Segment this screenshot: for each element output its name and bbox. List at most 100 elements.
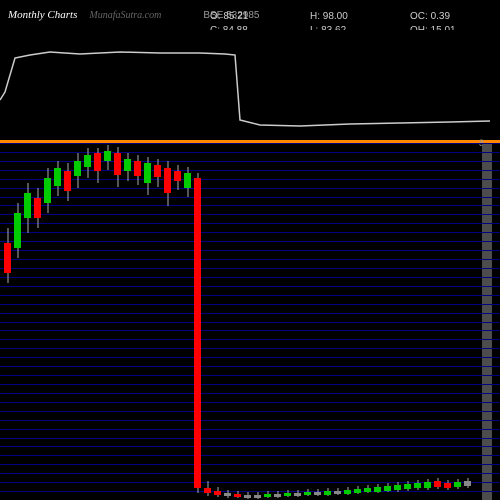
candle-body [194, 178, 201, 488]
candle-body [64, 171, 71, 191]
candle-body [464, 481, 471, 486]
candle-body [254, 495, 261, 498]
candle [164, 143, 171, 500]
candle [354, 143, 361, 500]
candle-body [244, 495, 251, 498]
candle-body [294, 493, 301, 496]
candle-body [184, 173, 191, 188]
candle-body [164, 168, 171, 193]
candle [64, 143, 71, 500]
candle-body [264, 494, 271, 497]
candle-body [224, 493, 231, 496]
candle [174, 143, 181, 500]
candle [274, 143, 281, 500]
candle [464, 143, 471, 500]
candle [304, 143, 311, 500]
candle [454, 143, 461, 500]
candle [444, 143, 451, 500]
candle [184, 143, 191, 500]
candle-body [84, 155, 91, 167]
candle [384, 143, 391, 500]
candle [114, 143, 121, 500]
candle [24, 143, 31, 500]
ohlc-open: O: 85.21 [210, 10, 270, 24]
candle [394, 143, 401, 500]
candle-body [54, 168, 61, 186]
candle [124, 143, 131, 500]
candle-body [274, 494, 281, 497]
candle [334, 143, 341, 500]
candle-body [384, 486, 391, 491]
candle [434, 143, 441, 500]
candle [374, 143, 381, 500]
candle [294, 143, 301, 500]
candle [284, 143, 291, 500]
candle-body [74, 161, 81, 176]
candle-body [154, 165, 161, 177]
candle-body [394, 485, 401, 490]
candle [194, 143, 201, 500]
candlestick-chart [0, 143, 500, 500]
candle [314, 143, 321, 500]
candle [244, 143, 251, 500]
chart-title: Monthly Charts [8, 9, 77, 21]
candle-body [454, 482, 461, 487]
candle-body [24, 193, 31, 218]
candle-body [234, 494, 241, 497]
candle-body [94, 153, 101, 171]
candle-body [404, 484, 411, 489]
ohlc-oc: OC: 0.39 [410, 10, 470, 24]
candle-body [214, 491, 221, 495]
candle-body [364, 488, 371, 492]
candle [214, 143, 221, 500]
candle [234, 143, 241, 500]
price-line [0, 52, 490, 126]
candle-body [344, 490, 351, 494]
candle [154, 143, 161, 500]
candle-body [144, 163, 151, 183]
candle-body [374, 487, 381, 492]
candle [254, 143, 261, 500]
candle [344, 143, 351, 500]
candle-body [124, 159, 131, 171]
candle [224, 143, 231, 500]
candle [14, 143, 21, 500]
candle-body [314, 492, 321, 495]
candle-body [134, 161, 141, 176]
candle-body [324, 491, 331, 495]
candle-body [174, 171, 181, 181]
line-chart: 8 [0, 30, 500, 140]
candle-body [414, 483, 421, 488]
candle [4, 143, 11, 500]
candle [324, 143, 331, 500]
candle-body [4, 243, 11, 273]
candle [404, 143, 411, 500]
line-chart-svg [0, 30, 500, 140]
candle-body [104, 151, 111, 161]
candle [414, 143, 421, 500]
candle-body [304, 492, 311, 495]
candle-body [444, 483, 451, 488]
candle [84, 143, 91, 500]
candle [424, 143, 431, 500]
candle [134, 143, 141, 500]
candle [104, 143, 111, 500]
candle-body [334, 491, 341, 494]
candle [364, 143, 371, 500]
candle-body [14, 213, 21, 248]
candle [54, 143, 61, 500]
candle-body [204, 488, 211, 493]
candle [264, 143, 271, 500]
ohlc-high: H: 98.00 [310, 10, 370, 24]
candle [94, 143, 101, 500]
candle-body [354, 489, 361, 493]
candle [74, 143, 81, 500]
candle-body [44, 178, 51, 203]
candle [34, 143, 41, 500]
candle-body [424, 482, 431, 488]
candle-body [34, 198, 41, 218]
site-name: MunafaSutra.com [89, 10, 161, 21]
candle [44, 143, 51, 500]
candle [204, 143, 211, 500]
candle [144, 143, 151, 500]
